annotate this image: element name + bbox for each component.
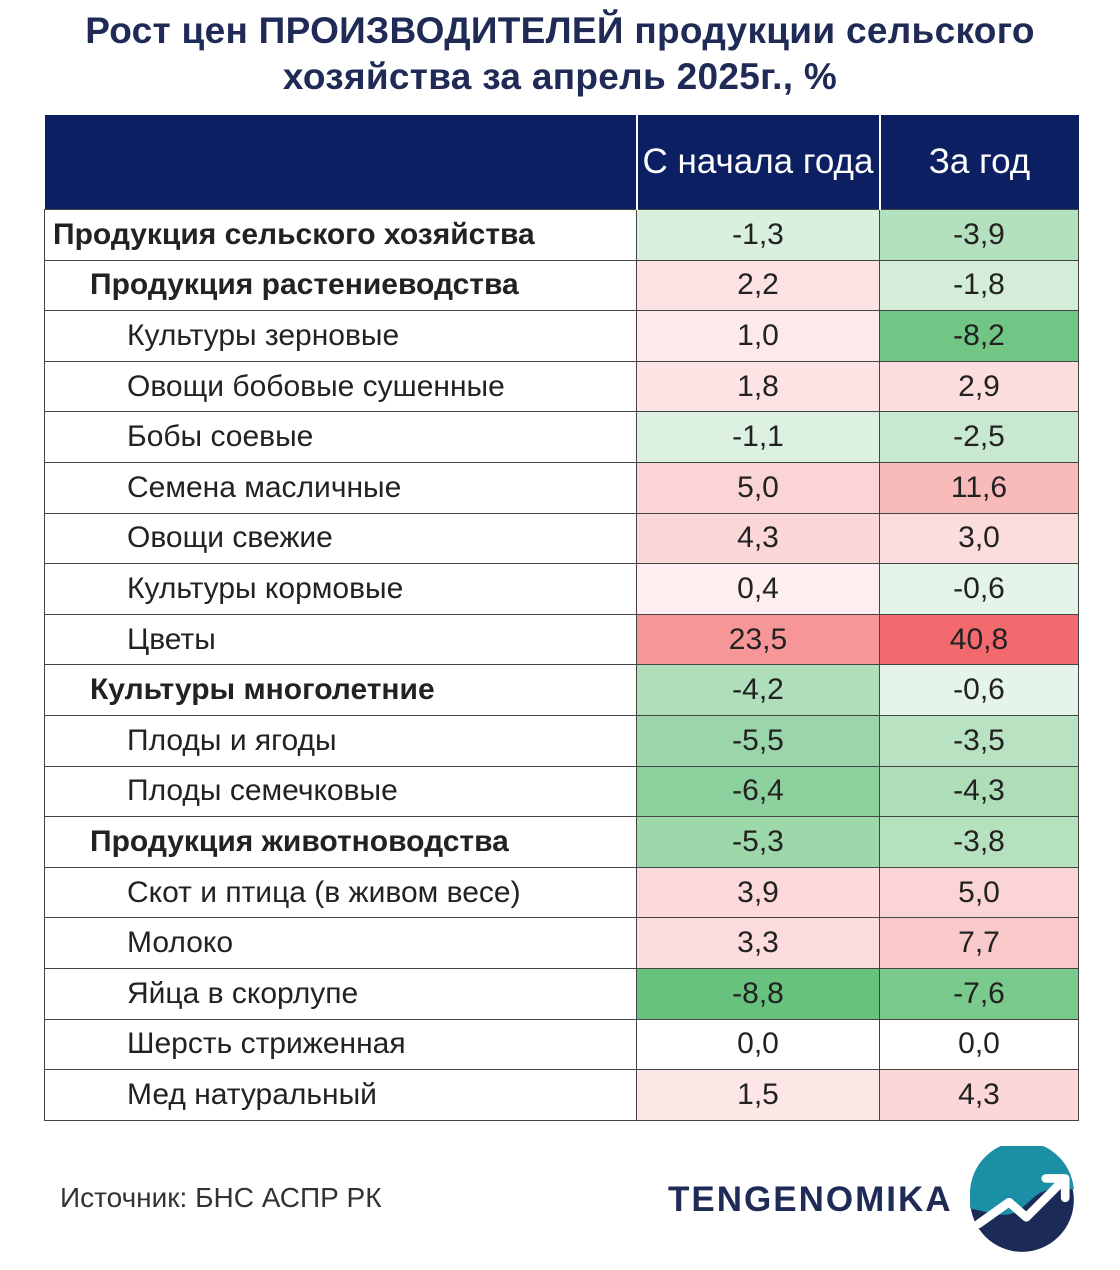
yoy-cell: -3,9: [879, 209, 1079, 261]
yoy-cell: 5,0: [879, 866, 1079, 919]
yoy-cell: -3,8: [879, 816, 1079, 868]
yoy-cell: 11,6: [879, 461, 1079, 514]
ytd-cell: 3,9: [636, 866, 880, 919]
row-label: Скот и птица (в живом весе): [44, 866, 637, 919]
chart-title: Рост цен ПРОИЗВОДИТЕЛЕЙ продукции сельск…: [0, 8, 1120, 100]
yoy-cell: 2,9: [879, 360, 1079, 413]
title-line-2: хозяйства за апрель 2025г., %: [282, 56, 838, 97]
table-row: Цветы 23,5 40,8: [44, 613, 1079, 666]
brand-name: TENGENOMIKA: [668, 1180, 953, 1219]
header-label-column: [44, 115, 637, 210]
yoy-cell: 7,7: [879, 917, 1079, 969]
row-label: Плоды и ягоды: [44, 714, 637, 767]
ytd-cell: -5,5: [636, 714, 880, 767]
row-label: Продукция растениеводства: [44, 259, 637, 312]
row-label: Шерсть стриженная: [44, 1018, 637, 1071]
row-label: Бобы соевые: [44, 411, 637, 463]
table-row: Продукция сельского хозяйства -1,3 -3,9: [44, 209, 1079, 261]
table-row: Культуры зерновые 1,0 -8,2: [44, 310, 1079, 362]
table-row: Овощи свежие 4,3 3,0: [44, 512, 1079, 565]
ytd-cell: 23,5: [636, 613, 880, 666]
ytd-cell: 4,3: [636, 512, 880, 565]
row-label: Плоды семечковые: [44, 765, 637, 818]
table-row: Мед натуральный 1,5 4,3: [44, 1069, 1079, 1121]
row-label: Семена масличные: [44, 461, 637, 514]
table-row: Бобы соевые -1,1 -2,5: [44, 411, 1079, 463]
row-label: Продукция сельского хозяйства: [44, 209, 637, 261]
yoy-cell: -3,5: [879, 714, 1079, 767]
yoy-cell: 40,8: [879, 613, 1079, 666]
ytd-cell: 1,5: [636, 1069, 880, 1121]
tengenomika-logo-icon: [970, 1146, 1074, 1252]
row-label: Культуры кормовые: [44, 563, 637, 615]
table-row: Молоко 3,3 7,7: [44, 917, 1079, 969]
ytd-cell: 0,0: [636, 1018, 880, 1071]
ytd-cell: -6,4: [636, 765, 880, 818]
table-row: Плоды семечковые -6,4 -4,3: [44, 765, 1079, 818]
title-line-1: Рост цен ПРОИЗВОДИТЕЛЕЙ продукции сельск…: [85, 10, 1035, 51]
header-ytd: С начала года: [635, 115, 880, 210]
row-label: Овощи бобовые сушенные: [44, 360, 637, 413]
yoy-cell: -1,8: [879, 259, 1079, 312]
yoy-cell: -2,5: [879, 411, 1079, 463]
ytd-cell: -1,1: [636, 411, 880, 463]
ytd-cell: -5,3: [636, 816, 880, 868]
row-label: Цветы: [44, 613, 637, 666]
row-label: Молоко: [44, 917, 637, 969]
ytd-cell: 1,0: [636, 310, 880, 362]
table-row: Яйца в скорлупе -8,8 -7,6: [44, 967, 1079, 1020]
header-yoy: За год: [878, 115, 1079, 210]
ytd-cell: -4,2: [636, 664, 880, 716]
yoy-cell: 3,0: [879, 512, 1079, 565]
yoy-cell: -0,6: [879, 563, 1079, 615]
yoy-cell: -0,6: [879, 664, 1079, 716]
table-row: Плоды и ягоды -5,5 -3,5: [44, 714, 1079, 767]
row-label: Мед натуральный: [44, 1069, 637, 1121]
table-row: Культуры многолетние -4,2 -0,6: [44, 664, 1079, 716]
ytd-cell: 1,8: [636, 360, 880, 413]
table-header-row: С начала года За год: [44, 115, 1079, 210]
row-label: Овощи свежие: [44, 512, 637, 565]
table-row: Скот и птица (в живом весе) 3,9 5,0: [44, 866, 1079, 919]
table-row: Семена масличные 5,0 11,6: [44, 461, 1079, 514]
table-row: Продукция животноводства -5,3 -3,8: [44, 816, 1079, 868]
table-row: Овощи бобовые сушенные 1,8 2,9: [44, 360, 1079, 413]
price-table: С начала года За год Продукция сельского…: [44, 115, 1079, 1121]
ytd-cell: -8,8: [636, 967, 880, 1020]
source-note: Источник: БНС АСПР РК: [60, 1182, 382, 1213]
ytd-cell: 5,0: [636, 461, 880, 514]
yoy-cell: 0,0: [879, 1018, 1079, 1071]
row-label: Яйца в скорлупе: [44, 967, 637, 1020]
table-row: Продукция растениеводства 2,2 -1,8: [44, 259, 1079, 312]
yoy-cell: 4,3: [879, 1069, 1079, 1121]
yoy-cell: -7,6: [879, 967, 1079, 1020]
ytd-cell: 3,3: [636, 917, 880, 969]
yoy-cell: -8,2: [879, 310, 1079, 362]
row-label: Продукция животноводства: [44, 816, 637, 868]
table-body: Продукция сельского хозяйства -1,3 -3,9 Про…: [44, 209, 1079, 1121]
row-label: Культуры зерновые: [44, 310, 637, 362]
yoy-cell: -4,3: [879, 765, 1079, 818]
ytd-cell: 2,2: [636, 259, 880, 312]
row-label: Культуры многолетние: [44, 664, 637, 716]
table-row: Культуры кормовые 0,4 -0,6: [44, 563, 1079, 615]
ytd-cell: -1,3: [636, 209, 880, 261]
ytd-cell: 0,4: [636, 563, 880, 615]
table-row: Шерсть стриженная 0,0 0,0: [44, 1018, 1079, 1071]
